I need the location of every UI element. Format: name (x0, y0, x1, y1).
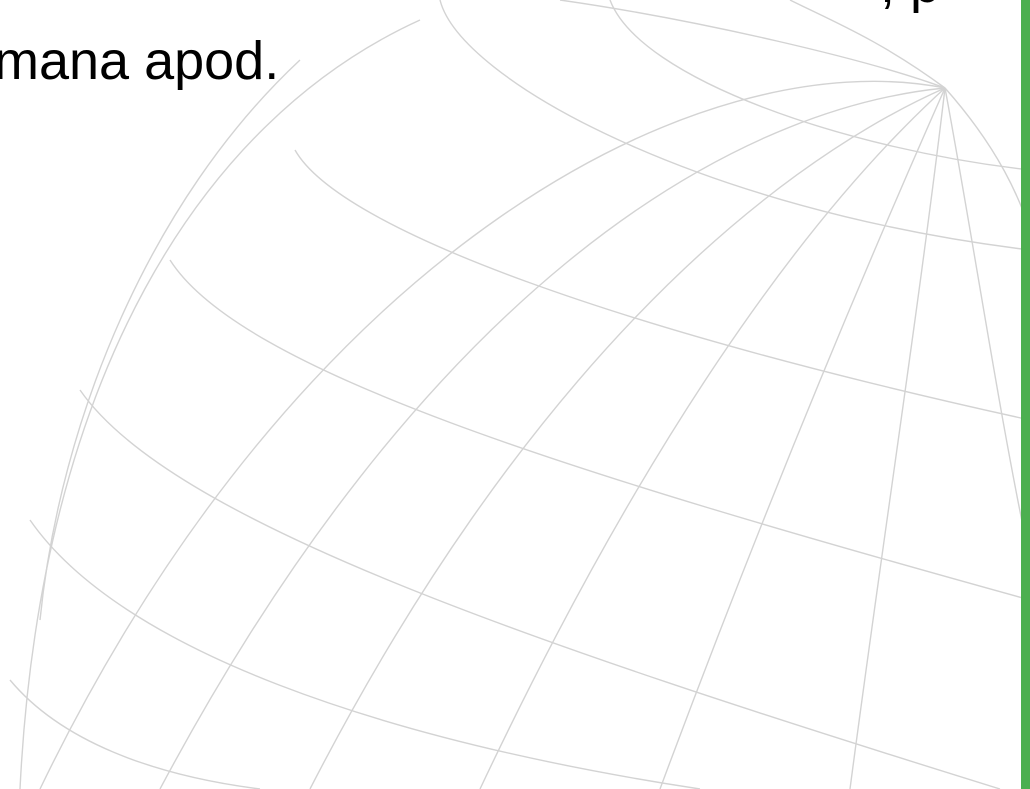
globe-meridian (944, 87, 1030, 561)
globe-parallel (169, 259, 1030, 601)
globe-meridian (789, 0, 946, 89)
body-text-line: mana apod. (0, 31, 280, 91)
globe-meridian (479, 87, 946, 789)
globe-parallel (609, 0, 1030, 171)
globe-meridian (39, 80, 946, 789)
globe-parallel (439, 0, 1030, 251)
globe-meridian (159, 87, 946, 789)
globe-parallel (294, 149, 1030, 421)
globe-parallel (9, 679, 261, 789)
accent-bar (1021, 0, 1030, 789)
globe-meridian (849, 87, 946, 789)
globe-parallel (79, 389, 1001, 789)
globe-outline (39, 59, 301, 621)
globe-meridian (559, 0, 946, 89)
partial-text-line: , p (880, 0, 940, 11)
globe-meridian (659, 87, 946, 789)
globe-outline (19, 19, 421, 789)
globe-meridian (309, 87, 946, 789)
globe-parallel (29, 519, 701, 789)
